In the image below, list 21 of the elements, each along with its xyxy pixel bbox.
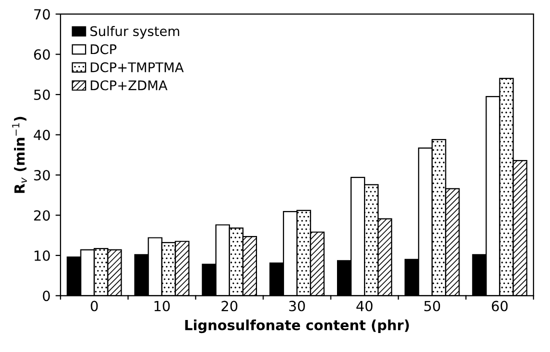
y-tick-label: 50 xyxy=(34,90,50,100)
legend-label: Sulfur system xyxy=(90,26,180,39)
y-tick-label: 30 xyxy=(34,170,50,180)
y-tick-label: 20 xyxy=(34,210,50,221)
y-tick-label: 40 xyxy=(34,130,50,140)
x-tick-label: 0 xyxy=(90,300,98,312)
x-tick-label: 40 xyxy=(356,300,372,312)
legend-label: DCP+ZDMA xyxy=(90,80,168,90)
y-tick-label: 60 xyxy=(34,49,50,60)
y-tick-label: 70 xyxy=(34,9,50,20)
x-tick-label: 20 xyxy=(222,300,238,312)
x-tick-label: 60 xyxy=(492,300,508,312)
x-axis-title: Lignosulfonate content (phr) xyxy=(185,320,409,334)
x-tick-label: 50 xyxy=(424,300,440,312)
y-axis-title: R$_{v}$ (min$^{−1}$) xyxy=(12,116,27,193)
y-tick-label: 0 xyxy=(42,290,50,302)
x-tick-label: 10 xyxy=(154,300,170,312)
legend-label: DCP+TMPTMA xyxy=(90,62,184,72)
x-tick-label: 30 xyxy=(289,300,305,312)
legend-label: DCP xyxy=(90,44,116,54)
y-tick-label: 10 xyxy=(34,250,50,261)
